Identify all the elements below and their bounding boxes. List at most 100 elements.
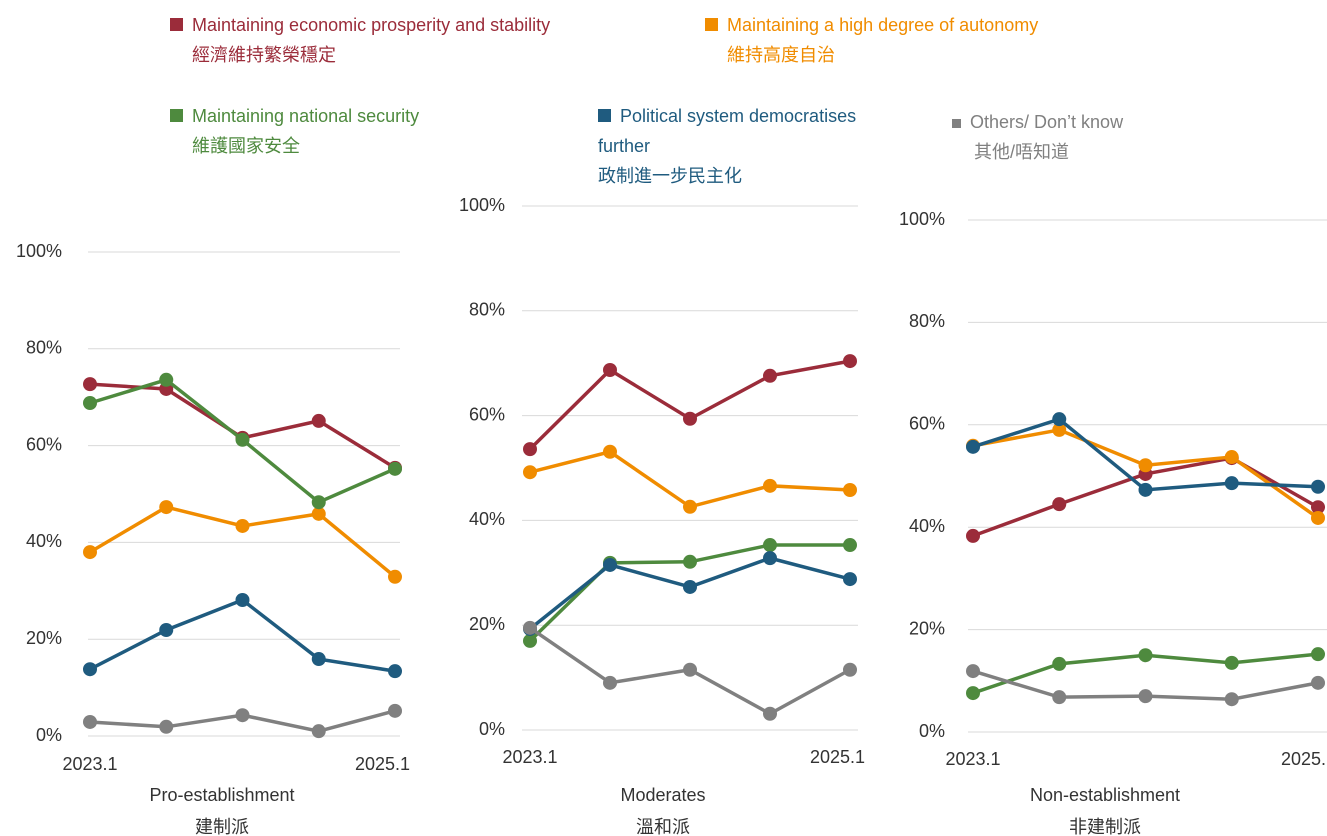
legend-label: Maintaining national security [192,106,420,126]
data-point [311,506,326,521]
y-tick-label: 20% [26,628,62,648]
data-point [966,664,980,679]
data-point [83,714,97,729]
panel-title: Pro-establishment [149,785,294,805]
data-point [311,724,326,739]
data-point [603,675,617,690]
data-point [159,372,174,387]
data-point [1052,497,1067,512]
data-point [843,483,857,498]
data-point [763,478,777,493]
data-point [763,368,777,383]
legend-item: Political system democratises further 政制進… [598,101,898,191]
data-point [1311,479,1325,494]
data-point [966,686,980,701]
data-point [843,538,857,553]
y-tick-label: 60% [26,434,62,454]
data-point [1224,476,1239,491]
data-point [388,569,402,584]
y-tick-label: 80% [909,311,945,331]
data-point [311,495,326,510]
y-tick-label: 0% [919,721,945,741]
data-point [1311,675,1325,690]
data-point [843,572,857,587]
x-tick-label: 2025. [1281,749,1326,769]
data-point [1138,689,1153,704]
series-line [89,382,396,470]
data-point [1224,692,1239,707]
legend-label-zh: 維持高度自治 [727,45,835,65]
y-tick-label: 0% [36,725,62,745]
legend-swatch [598,109,611,122]
series-line [529,449,851,509]
data-point [1138,482,1153,497]
data-point [763,706,777,721]
legend-item: Maintaining economic prosperity and stab… [170,10,690,70]
data-point [83,662,97,677]
y-tick-label: 40% [469,509,505,529]
data-point [843,662,857,677]
data-point [603,557,617,572]
data-point [1311,510,1325,525]
legend-label-zh: 維護國家安全 [192,136,300,156]
data-point [683,499,697,514]
data-point [159,719,174,734]
legend-label: Others/ Don’t know [970,112,1124,132]
data-point [159,500,174,515]
data-point [763,538,777,553]
y-tick-label: 80% [26,338,62,358]
data-point [1224,450,1239,465]
data-point [603,444,617,459]
data-point [683,411,697,426]
legend-label: Maintaining economic prosperity and stab… [192,15,551,35]
x-tick-label: 2023.1 [62,754,117,774]
data-point [1138,458,1153,473]
data-point [523,633,537,648]
data-point [388,461,402,476]
y-tick-label: 40% [909,516,945,536]
data-point [83,396,97,411]
y-tick-label: 60% [469,404,505,424]
data-point [843,354,857,369]
panel-subtitle: 建制派 [195,817,249,836]
data-point [388,664,402,679]
panel-title: Moderates [620,785,705,805]
data-point [311,413,326,428]
y-tick-label: 20% [469,614,505,634]
data-point [235,432,250,447]
x-tick-label: 2025.1 [355,754,410,774]
data-point [603,363,617,378]
legend-swatch [170,109,183,122]
legend-label: Maintaining a high degree of autonomy [727,15,1039,35]
data-point [1311,647,1325,662]
data-point [83,377,97,392]
data-point [1052,422,1067,437]
data-point [1224,655,1239,670]
legend-label-zh: 其他/唔知道 [974,142,1070,162]
data-point [966,528,980,543]
data-point [83,545,97,560]
x-tick-label: 2025.1 [810,747,865,767]
y-tick-label: 40% [26,531,62,551]
data-point [1311,500,1325,515]
series-line [528,359,851,451]
data-point [235,592,250,607]
legend-label: Political system democratises further [598,106,857,156]
legend-label-zh: 政制進一步民主化 [598,166,742,186]
data-point [235,708,250,723]
data-point [523,465,537,480]
data-point [1052,690,1067,705]
legend-swatch [170,18,183,31]
data-point [966,439,980,454]
data-point [683,662,697,677]
panel-title: Non-establishment [1030,785,1180,805]
y-tick-label: 100% [899,209,945,229]
legend-swatch [952,119,961,128]
series-line [89,598,396,673]
y-tick-label: 100% [459,195,505,215]
data-point [1052,656,1067,671]
data-point [1138,648,1153,663]
y-tick-label: 20% [909,618,945,638]
